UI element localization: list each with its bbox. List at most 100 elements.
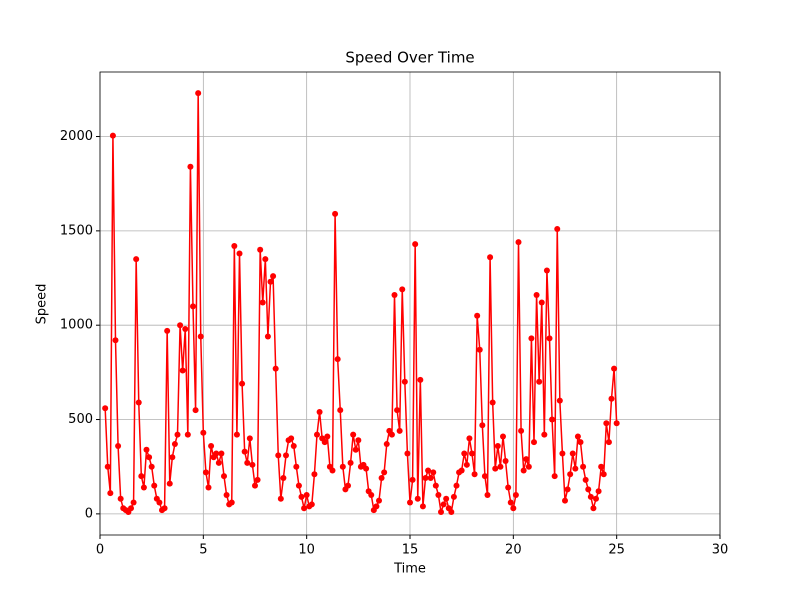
x-tick-label: 0 xyxy=(96,543,104,558)
data-point xyxy=(531,439,537,446)
data-point xyxy=(347,459,354,466)
data-point xyxy=(541,431,548,438)
data-point xyxy=(241,448,248,455)
data-point xyxy=(221,473,227,480)
data-point xyxy=(515,239,522,246)
data-point xyxy=(404,450,411,457)
data-point xyxy=(598,463,605,470)
data-point xyxy=(507,499,514,506)
data-point xyxy=(463,461,470,468)
data-point xyxy=(590,505,597,512)
data-point xyxy=(249,461,256,468)
data-point xyxy=(334,356,341,363)
data-point xyxy=(381,469,388,476)
data-point xyxy=(494,442,501,449)
data-point xyxy=(569,450,576,457)
data-point xyxy=(236,250,243,257)
data-point xyxy=(223,492,230,499)
data-point xyxy=(461,450,468,457)
data-point xyxy=(184,431,191,438)
data-point xyxy=(303,492,310,499)
data-point xyxy=(430,469,437,476)
data-point xyxy=(608,395,615,402)
data-point xyxy=(254,476,261,483)
data-point xyxy=(161,505,168,512)
data-point xyxy=(352,446,359,453)
data-point xyxy=(399,286,406,293)
data-point xyxy=(440,501,447,508)
data-point xyxy=(396,427,403,434)
data-point xyxy=(290,442,297,449)
data-point xyxy=(489,399,496,406)
data-point xyxy=(368,492,375,499)
data-point xyxy=(549,416,556,423)
data-point xyxy=(564,486,571,493)
data-point xyxy=(112,337,119,344)
data-point xyxy=(551,473,558,480)
x-tick-label: 25 xyxy=(608,543,625,558)
data-point xyxy=(208,442,215,449)
data-point xyxy=(407,499,413,506)
data-point xyxy=(510,505,517,512)
data-point xyxy=(151,482,158,489)
data-point xyxy=(272,365,279,372)
data-point xyxy=(432,482,439,489)
data-point xyxy=(332,210,339,217)
data-point xyxy=(350,431,357,438)
data-point xyxy=(197,333,204,340)
data-point xyxy=(438,508,444,515)
data-point xyxy=(259,299,266,306)
data-point xyxy=(252,482,258,489)
data-point xyxy=(613,420,620,427)
data-point xyxy=(582,476,589,483)
data-point xyxy=(316,408,323,415)
data-point xyxy=(324,433,331,440)
data-point xyxy=(164,327,171,334)
data-point xyxy=(528,335,535,342)
data-point xyxy=(205,484,212,491)
data-point xyxy=(376,497,382,504)
data-point xyxy=(257,246,264,253)
data-point xyxy=(450,493,457,500)
data-point xyxy=(363,465,370,472)
data-point xyxy=(270,273,277,280)
x-tick-label: 30 xyxy=(712,543,729,558)
data-point xyxy=(394,407,401,414)
data-point xyxy=(492,465,499,472)
data-point xyxy=(311,471,318,478)
data-point xyxy=(401,378,408,385)
data-point xyxy=(104,463,111,470)
data-point xyxy=(574,433,581,440)
data-point xyxy=(130,499,137,506)
data-point xyxy=(228,499,235,506)
data-point xyxy=(419,503,426,510)
data-point xyxy=(481,473,488,480)
data-point xyxy=(611,365,618,372)
data-point xyxy=(533,292,540,299)
data-point xyxy=(239,380,246,387)
data-point xyxy=(195,90,202,97)
data-point xyxy=(182,325,189,332)
data-point xyxy=(427,475,434,482)
data-point xyxy=(484,492,491,499)
data-point xyxy=(171,441,178,448)
data-point xyxy=(128,505,134,512)
x-axis-label: Time xyxy=(393,562,426,577)
data-point xyxy=(546,335,553,342)
data-point xyxy=(329,467,336,474)
data-point xyxy=(156,499,163,506)
data-point xyxy=(298,493,305,500)
data-point xyxy=(115,442,122,449)
data-point xyxy=(102,405,109,412)
data-point xyxy=(543,267,550,274)
data-point xyxy=(117,495,124,502)
data-point xyxy=(487,254,494,261)
data-point xyxy=(200,429,207,436)
data-point xyxy=(280,475,287,482)
data-point xyxy=(391,292,398,299)
x-tick-label: 15 xyxy=(402,543,419,558)
data-point xyxy=(148,463,155,470)
data-point xyxy=(179,367,186,374)
data-point xyxy=(174,431,181,438)
data-point xyxy=(479,422,486,429)
